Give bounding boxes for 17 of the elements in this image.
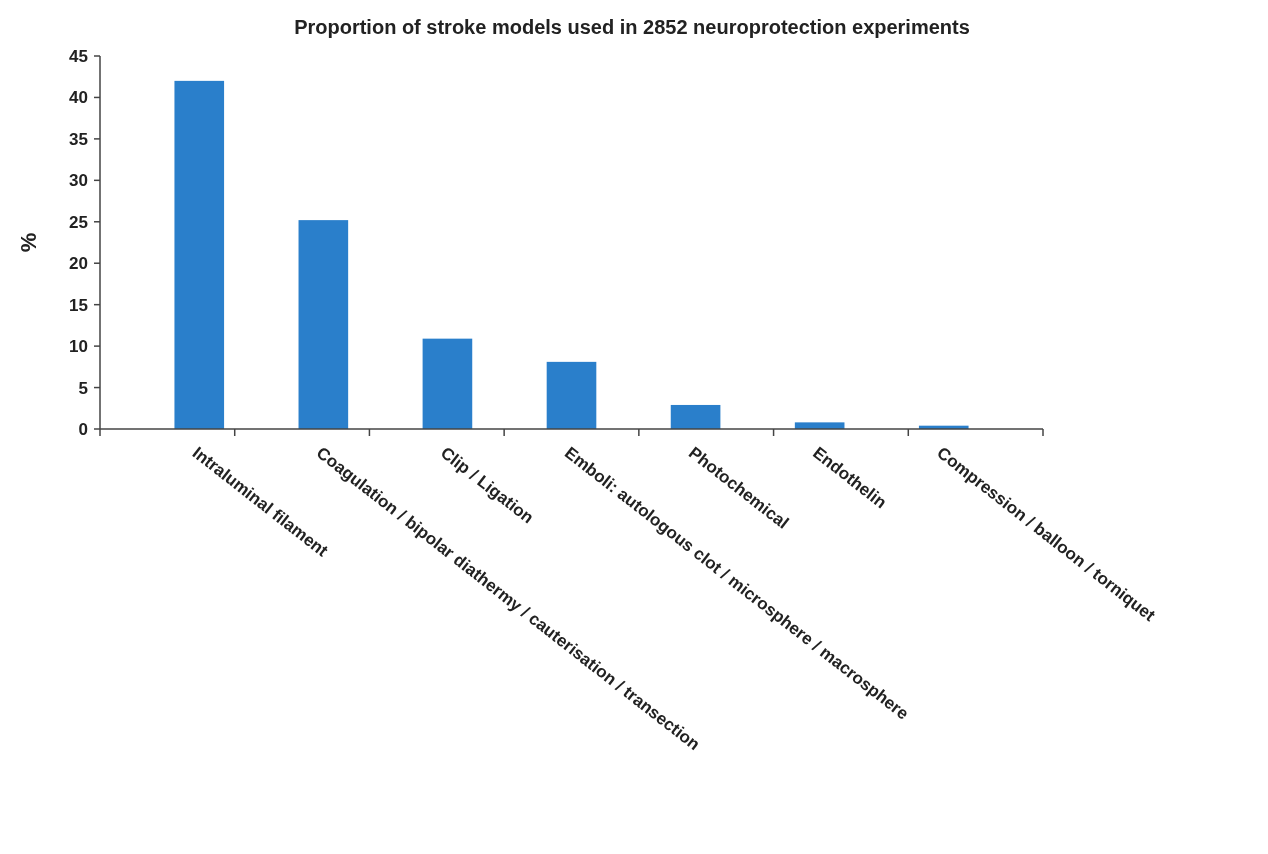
y-tick-label: 10 — [69, 337, 88, 357]
chart-title: Proportion of stroke models used in 2852 neuroprotection experiments — [294, 16, 970, 38]
y-tick-label: 40 — [69, 88, 88, 108]
y-tick-label: 35 — [69, 129, 88, 149]
bar — [422, 338, 473, 429]
bar — [546, 361, 597, 429]
bar — [174, 80, 225, 429]
y-tick-label: 0 — [78, 419, 88, 439]
bar — [670, 404, 721, 429]
y-tick-label: 15 — [69, 295, 88, 315]
y-axis-title: % — [16, 232, 41, 253]
y-tick-label: 30 — [69, 171, 88, 191]
y-tick-label: 20 — [69, 254, 88, 274]
bar — [298, 220, 349, 429]
y-tick-label: 5 — [78, 378, 88, 398]
y-tick-label: 25 — [69, 212, 88, 232]
y-tick-label: 45 — [69, 46, 88, 66]
